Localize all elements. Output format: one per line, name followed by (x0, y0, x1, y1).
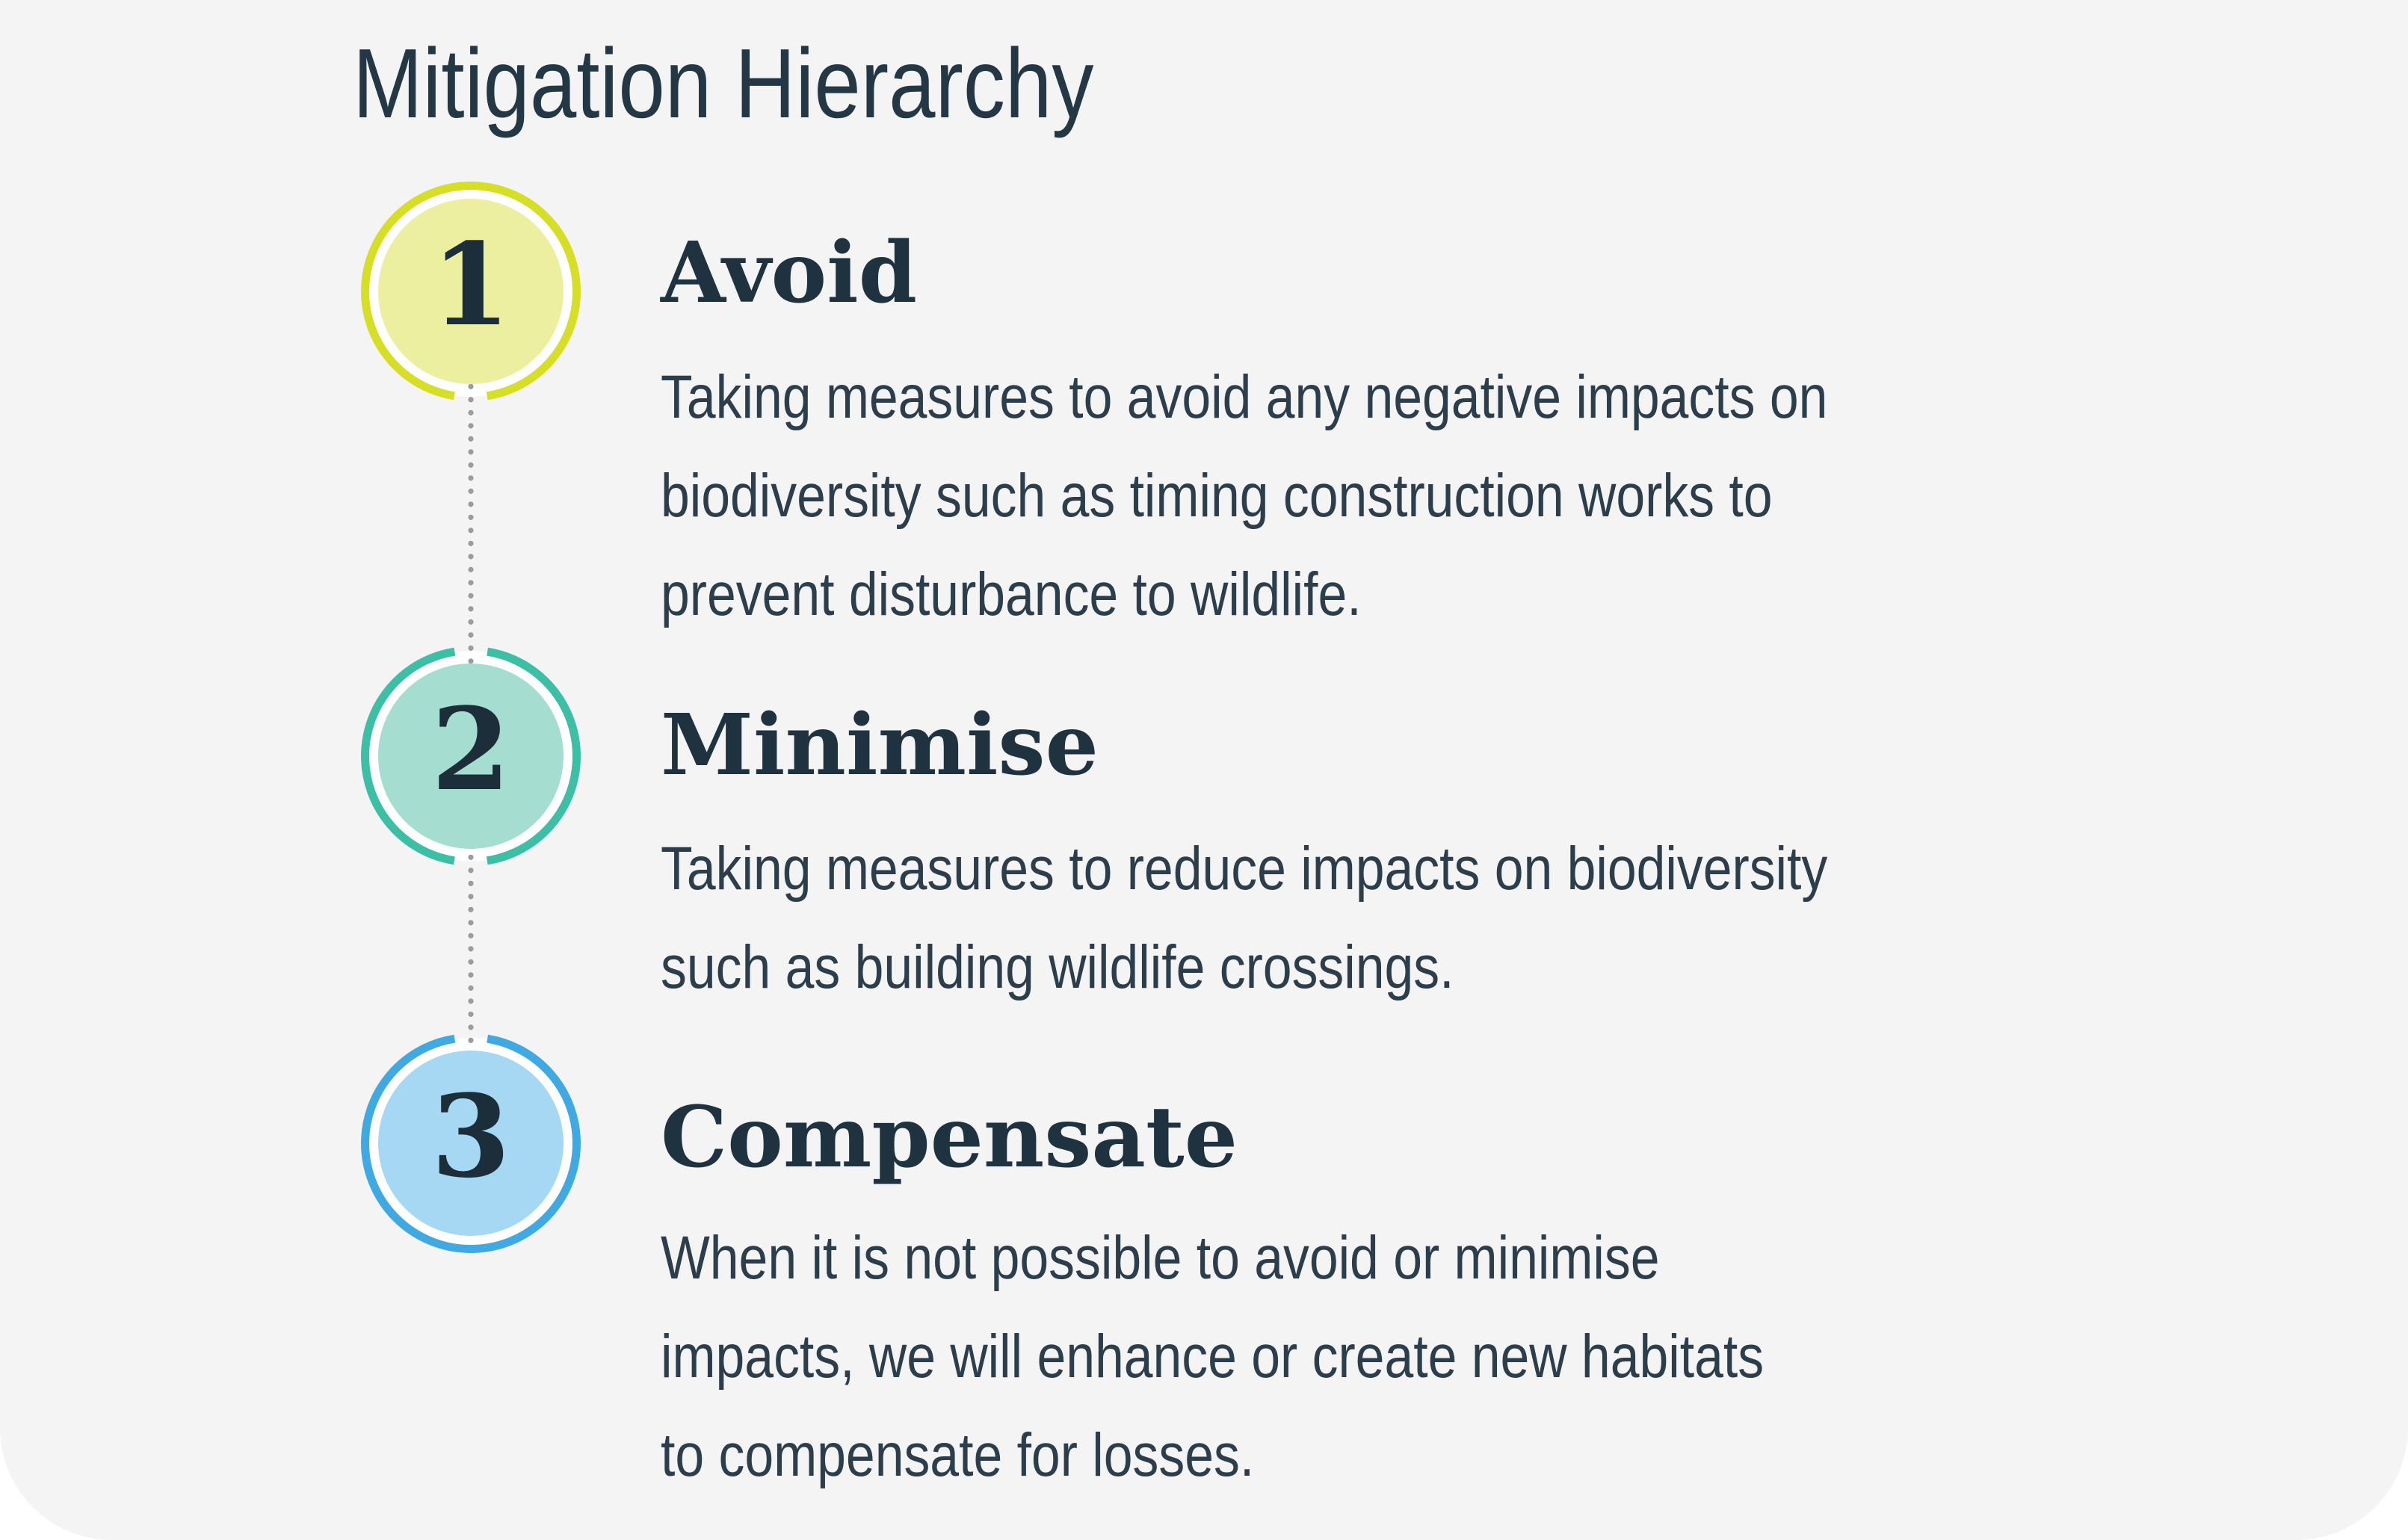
step-1-circle-icon (361, 182, 581, 401)
step-2-heading: Minimise (661, 696, 1099, 794)
step-3-circle-icon (361, 1033, 581, 1253)
step-3-description: When it is not possible to avoid or mini… (661, 1224, 1765, 1489)
step-3-number: 3 (431, 1069, 510, 1203)
step-2-circle-icon (361, 646, 581, 866)
step-1-badge: 1 (361, 182, 581, 401)
step-2-badge: 2 (361, 646, 581, 866)
page-title: Mitigation Hierarchy (353, 28, 1094, 138)
step-3-heading: Compensate (661, 1089, 1238, 1187)
step-1-description: Taking measures to avoid any negative im… (661, 363, 1828, 628)
step-2-number: 2 (431, 682, 510, 816)
step-3-badge: 3 (361, 1033, 581, 1253)
step-1-number: 1 (431, 217, 510, 351)
step-2-description: Taking measures to reduce impacts on bio… (661, 835, 1828, 1001)
step-1-heading: Avoid (661, 224, 917, 322)
